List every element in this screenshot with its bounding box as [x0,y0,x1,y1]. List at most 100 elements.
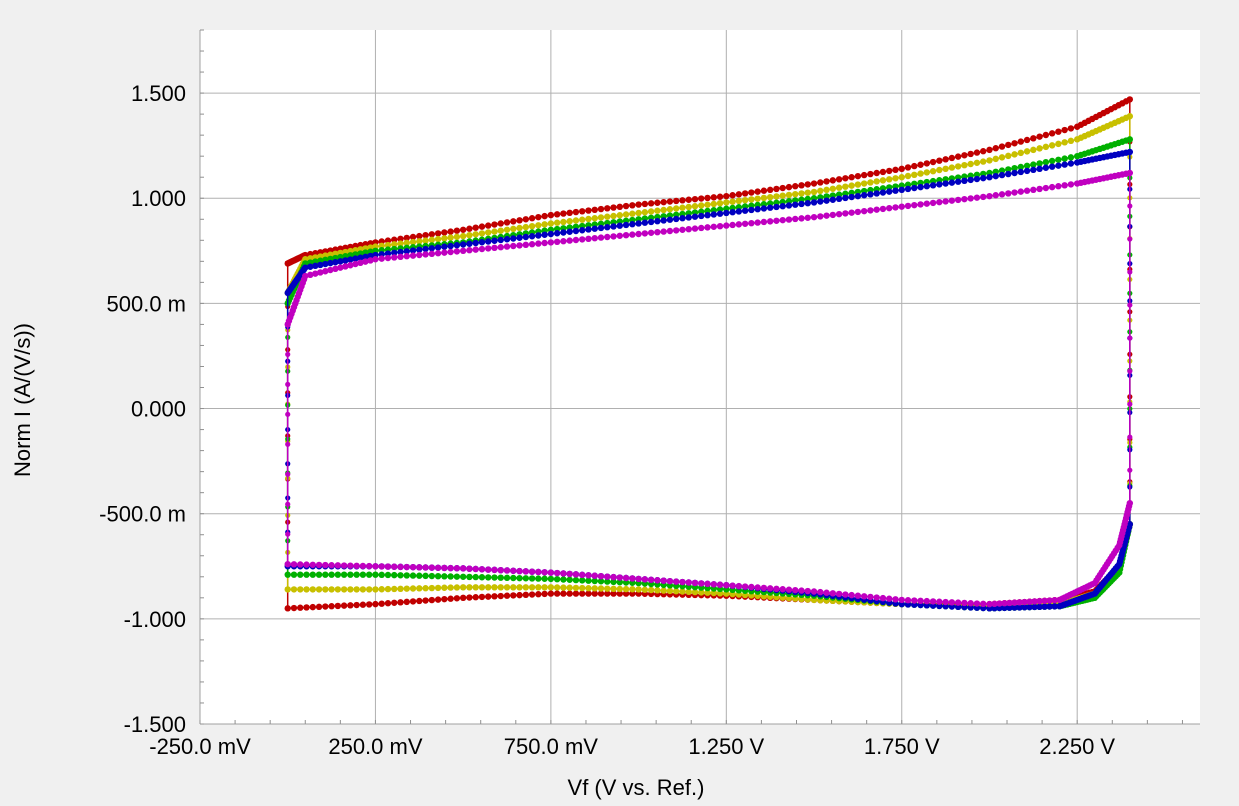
cathodic-point [804,587,811,595]
cathodic-point [522,591,530,599]
cathodic-point [334,602,342,610]
anodic-point [384,241,392,249]
cathodic-point [710,581,717,588]
cathodic-point [453,565,461,572]
anodic-point [572,227,580,235]
anodic-point [416,251,423,259]
anodic-point [441,229,448,236]
anodic-point [302,272,309,280]
anodic-point [942,198,949,205]
switching-point [1127,136,1133,142]
anodic-point [886,176,893,183]
anodic-point [980,174,987,182]
cathodic-point [297,604,304,611]
cathodic-point [566,576,573,583]
anodic-point [961,152,968,159]
anodic-point [685,203,692,211]
anodic-point [911,171,918,179]
anodic-point [1030,166,1037,174]
anodic-point [453,248,461,255]
anodic-point [948,154,956,162]
cathodic-point [835,590,843,598]
cathodic-point [647,576,655,583]
anodic-point [973,194,981,201]
anodic-point [510,242,517,250]
cathodic-point [616,578,623,586]
cathodic-point [478,574,486,581]
anodic-point [535,222,542,229]
cathodic-point [478,593,486,601]
anodic-point [823,178,830,185]
switching-point [1127,401,1133,407]
cathodic-point [503,584,511,591]
anodic-point [936,166,943,174]
anodic-point [829,177,837,184]
cathodic-point [585,590,592,597]
cathodic-point [654,587,661,594]
cathodic-point [892,596,899,603]
anodic-point [729,198,736,205]
anodic-point [485,222,492,229]
cathodic-point [691,579,699,587]
cathodic-point [666,587,674,595]
anodic-point [1017,138,1025,145]
anodic-point [1042,184,1050,192]
anodic-point [503,226,511,233]
anodic-point [954,178,962,185]
cathodic-point [503,567,511,574]
cathodic-point [334,571,342,578]
anodic-point [403,239,410,247]
cathodic-point [459,573,467,580]
anodic-point [416,246,423,253]
anodic-point [560,218,567,226]
anodic-point [723,199,730,206]
anodic-point [723,209,730,217]
anodic-point [773,203,780,211]
cathodic-point [409,572,417,579]
cathodic-point [328,603,335,610]
anodic-point [973,175,981,183]
anodic-point [1017,188,1025,195]
cathodic-point [459,584,467,591]
x-tick-label: 750.0 mV [504,734,598,759]
anodic-point [597,214,605,221]
cathodic-point [510,567,517,574]
anodic-point [1048,183,1056,191]
anodic-point [842,194,849,202]
cathodic-point [591,572,598,579]
anodic-point [416,238,423,245]
switching-point [285,441,291,447]
cathodic-point [704,589,711,596]
cathodic-point [566,590,573,597]
cathodic-point [516,591,523,599]
cathodic-point [547,575,555,583]
anodic-point [973,159,981,166]
anodic-point [560,210,567,217]
switching-point [285,572,291,578]
anodic-point [710,200,717,208]
anodic-point [754,195,761,202]
cathodic-point [1016,599,1023,606]
anodic-point [622,211,630,218]
cathodic-point [309,586,316,593]
cathodic-point [340,602,348,609]
cathodic-point [422,564,429,571]
cathodic-point [553,569,561,577]
anodic-point [879,205,887,213]
anodic-point [729,192,736,199]
cathodic-point [773,585,780,593]
cathodic-point [616,585,623,593]
anodic-point [986,146,993,154]
anodic-point [867,207,874,214]
anodic-point [748,189,755,196]
anodic-point [1061,161,1068,168]
anodic-point [528,222,536,230]
anodic-point [698,195,705,202]
anodic-point [1017,168,1025,176]
cathodic-point [384,571,392,579]
anodic-point [792,183,799,190]
anodic-point [948,197,956,204]
anodic-point [409,247,417,254]
anodic-point [929,199,937,207]
cathodic-point [679,588,686,595]
